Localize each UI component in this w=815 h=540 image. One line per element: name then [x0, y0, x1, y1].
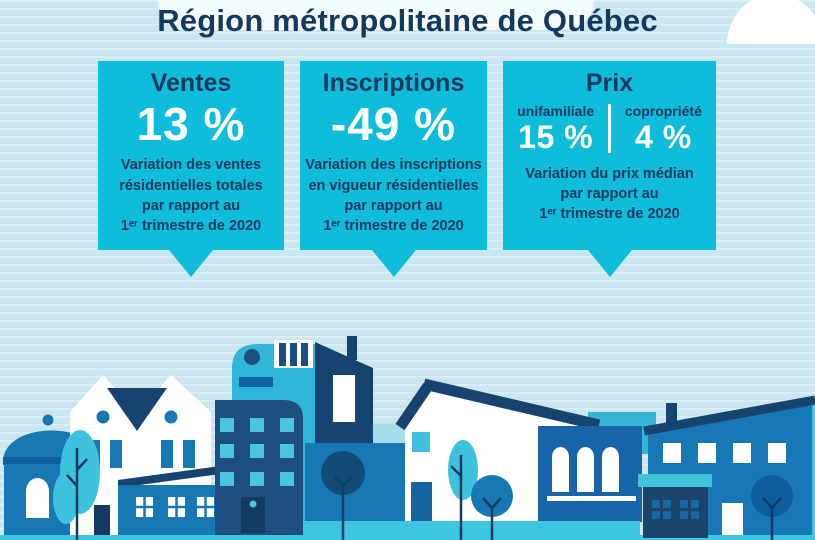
price-split-row: unifamiliale 15 % copropriété 4 %: [503, 101, 716, 155]
card-ventes-description: Variation des ventes résidentielles tota…: [119, 157, 263, 235]
card-inscriptions: Inscriptions -49 % Variation des inscrip…: [300, 61, 487, 277]
card-inscriptions-title: Inscriptions: [322, 69, 465, 97]
price-copropriete-value: 4 %: [635, 119, 692, 156]
speech-pointer-icon: [371, 250, 416, 277]
apartment-building: [215, 400, 303, 535]
card-ventes-title: Ventes: [150, 69, 232, 97]
price-copropriete-label: copropriété: [624, 102, 702, 119]
window-grid: [220, 418, 294, 486]
page-title: Région métropolitaine de Québec: [0, 3, 815, 39]
price-copropriete-col: copropriété 4 %: [611, 101, 716, 155]
price-unifamiliale-col: unifamiliale 15 %: [503, 101, 608, 155]
arched-window-building: [538, 426, 642, 522]
card-prix-description: Variation du prix médian par rapport au …: [525, 165, 694, 223]
card-prix-title: Prix: [585, 69, 634, 97]
price-unifamiliale-label: unifamiliale: [517, 102, 595, 119]
card-prix: Prix unifamiliale 15 % copropriété 4 % V…: [503, 61, 716, 277]
speech-pointer-icon: [169, 250, 213, 277]
trees: [53, 430, 793, 540]
card-inscriptions-description: Variation des inscriptions en vigueur ré…: [305, 157, 482, 235]
cloud-semicircle-shape: [727, 0, 815, 44]
price-unifamiliale-value: 15 %: [518, 119, 594, 156]
vertical-divider: [608, 103, 611, 153]
slanted-navy-building: [315, 336, 373, 460]
card-ventes-value: 13 %: [136, 97, 246, 150]
four-pane-windows: [136, 497, 214, 517]
cityscape-illustration: [0, 336, 815, 540]
ground: [0, 521, 815, 540]
speech-pointer-icon: [587, 250, 632, 277]
page-title-emphasis: Québec: [542, 3, 658, 38]
blue-row-house: [118, 466, 220, 535]
annex-building: [638, 474, 712, 538]
page-title-prefix: Région métropolitaine de: [157, 3, 535, 38]
cloud-shape: [158, 0, 594, 30]
annex-windows: [652, 500, 699, 519]
card-inscriptions-value: -49 %: [330, 97, 457, 150]
card-ventes: Ventes 13 % Variation des ventes résiden…: [98, 61, 284, 277]
